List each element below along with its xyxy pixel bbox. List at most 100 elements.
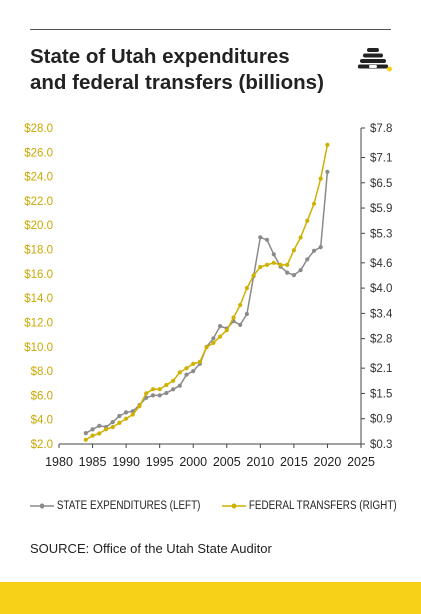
right-tick-label: $0.9: [370, 414, 392, 426]
data-point-transfers: [318, 176, 323, 181]
right-tick-label: $7.8: [370, 123, 392, 135]
right-tick-label: $5.9: [370, 203, 392, 215]
data-point-transfers: [83, 437, 88, 442]
data-point-transfers: [311, 201, 317, 206]
data-point-expenditures: [258, 235, 263, 240]
data-point-transfers: [103, 427, 109, 432]
data-point-transfers: [150, 387, 156, 392]
data-point-transfers: [218, 334, 223, 339]
data-point-transfers: [271, 260, 276, 265]
data-point-transfers: [325, 142, 330, 147]
chart-title-line-2: and federal transfers (billions): [30, 71, 324, 94]
legend-expenditures: STATE EXPENDITURES (LEFT): [30, 500, 200, 516]
right-tick-label: $4.6: [370, 258, 392, 270]
data-point-expenditures: [157, 393, 162, 398]
data-point-expenditures: [164, 390, 169, 396]
data-point-expenditures: [184, 372, 189, 377]
x-tick-label: 1990: [112, 455, 140, 469]
left-tick-label: $28.0: [24, 123, 53, 135]
right-tick-label: $4.0: [370, 283, 392, 295]
data-point-expenditures: [124, 410, 129, 415]
x-tick-label: 2000: [179, 455, 207, 469]
data-point-transfers: [191, 361, 196, 366]
data-point-expenditures: [117, 413, 122, 419]
left-tick-label: $18.0: [24, 245, 53, 257]
data-point-transfers: [124, 416, 129, 421]
data-point-expenditures: [171, 387, 176, 392]
right-tick-label: $2.1: [370, 363, 392, 375]
series-line-transfers: [85, 144, 329, 441]
series: [83, 142, 330, 442]
data-point-expenditures: [90, 427, 95, 432]
x-tick-label: 1980: [45, 455, 73, 469]
legend-transfers-label: FEDERAL TRANSFERS (RIGHT): [248, 500, 397, 512]
x-tick-label: 1995: [146, 455, 174, 469]
series-line-expenditures: [85, 171, 329, 434]
data-point-transfers: [305, 218, 310, 223]
x-tick-label: 2015: [280, 455, 308, 469]
data-point-transfers: [197, 359, 202, 364]
left-tick-label: $10.0: [24, 342, 53, 354]
data-point-expenditures: [264, 237, 270, 242]
left-tick-label: $2.0: [31, 439, 53, 451]
right-tick-label: $2.8: [370, 334, 392, 346]
legend-expenditures-swatch: [30, 503, 55, 509]
left-tick-label: $16.0: [24, 269, 53, 281]
legend-transfers-swatch: [222, 503, 247, 509]
left-tick-label: $8.0: [31, 366, 53, 378]
left-tick-label: $26.0: [24, 147, 53, 159]
data-point-transfers: [258, 264, 263, 270]
left-tick-label: $4.0: [31, 415, 53, 427]
series-expenditures: [83, 169, 330, 436]
right-tick-label: $5.3: [370, 228, 392, 240]
left-tick-label: $22.0: [24, 196, 53, 208]
data-point-transfers: [298, 235, 303, 240]
data-point-expenditures: [285, 270, 290, 275]
data-point-transfers: [144, 391, 149, 396]
series-transfers: [83, 142, 330, 442]
data-point-transfers: [177, 370, 182, 375]
data-point-transfers: [278, 262, 283, 267]
top-divider: [30, 29, 391, 30]
data-point-transfers: [110, 425, 115, 430]
legend-transfers: FEDERAL TRANSFERS (RIGHT): [222, 500, 397, 516]
data-point-transfers: [157, 387, 162, 392]
data-point-transfers: [90, 433, 95, 438]
data-point-expenditures: [110, 420, 115, 425]
data-point-transfers: [130, 412, 135, 417]
data-point-expenditures: [150, 393, 156, 398]
data-point-transfers: [224, 328, 229, 333]
data-point-expenditures: [311, 248, 317, 253]
x-tick-label: 2025: [347, 455, 375, 469]
right-tick-label: $3.4: [370, 308, 393, 320]
beehive-icon: [357, 46, 393, 79]
right-axis-ticks: $0.3 $0.9 $1.5 $2.1 $2.8 $3.4 $4.0 $4.6 $5.3 $5.9…: [361, 123, 393, 451]
data-point-expenditures: [244, 311, 249, 317]
right-tick-label: $0.3: [370, 439, 392, 451]
data-point-transfers: [204, 345, 209, 350]
data-point-transfers: [211, 340, 216, 345]
data-point-transfers: [137, 404, 142, 409]
x-tick-label: 1985: [79, 455, 107, 469]
data-point-expenditures: [238, 322, 243, 327]
data-point-expenditures: [298, 268, 303, 273]
left-tick-label: $12.0: [24, 317, 53, 329]
data-point-expenditures: [305, 257, 310, 262]
x-tick-label: 2020: [314, 455, 342, 469]
left-tick-label: $14.0: [24, 293, 53, 305]
data-point-transfers: [231, 315, 236, 320]
data-point-expenditures: [191, 369, 196, 374]
chart-title: State of Utah expenditures and federal t…: [30, 44, 360, 96]
left-tick-label: $20.0: [24, 220, 53, 232]
data-point-transfers: [285, 262, 290, 267]
axes: [59, 128, 362, 445]
x-axis-ticks: 1980 1985 1990 1995 2000 2005 2010 2015 2020 2025: [45, 444, 375, 469]
data-point-transfers: [264, 262, 270, 267]
data-point-transfers: [164, 382, 169, 388]
data-point-expenditures: [271, 252, 276, 257]
right-tick-label: $7.1: [370, 152, 392, 164]
data-point-expenditures: [211, 336, 216, 341]
bottom-band: [0, 582, 421, 614]
data-point-expenditures: [177, 383, 182, 388]
left-tick-label: $24.0: [24, 172, 53, 184]
